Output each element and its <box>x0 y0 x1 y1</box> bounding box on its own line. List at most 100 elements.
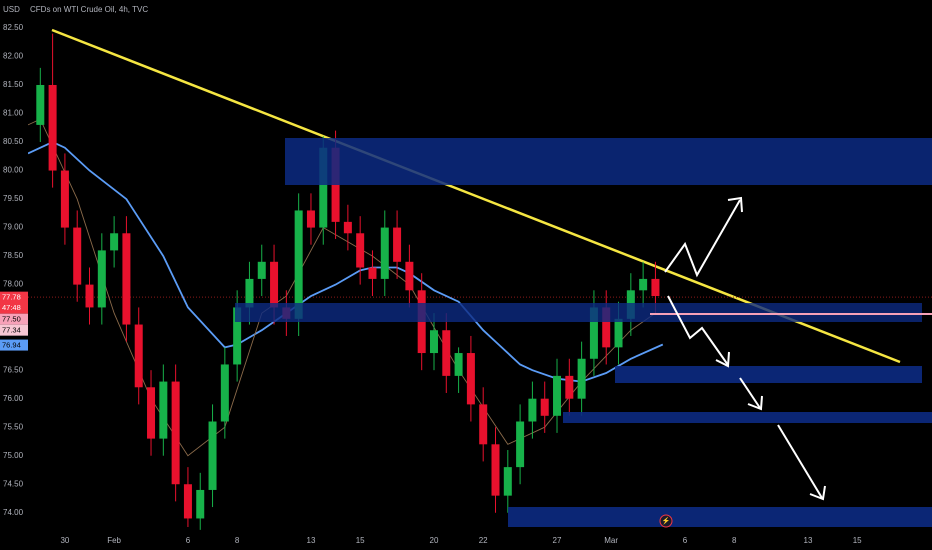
x-tick-label: 8 <box>235 536 240 545</box>
support-zone <box>563 412 932 423</box>
chart-title: CFDs on WTI Crude Oil, 4h, TVC <box>30 5 148 14</box>
candle-body <box>454 353 463 376</box>
candles <box>36 33 660 530</box>
candle-body <box>159 381 168 439</box>
candle-body <box>540 398 549 416</box>
x-tick-label: 8 <box>732 536 737 545</box>
candle-body <box>147 387 156 439</box>
candle-body <box>220 364 229 422</box>
candle-body <box>589 307 598 359</box>
candle-body <box>36 84 45 125</box>
y-tick-label: 80.50 <box>3 137 24 146</box>
support-zone <box>508 507 932 527</box>
candle-body <box>614 318 623 348</box>
x-tick-label: Mar <box>604 536 618 545</box>
down-arrow <box>777 424 823 499</box>
candle-body <box>368 267 377 279</box>
candle-body <box>528 398 537 422</box>
candle-body <box>122 233 131 325</box>
y-tick-label: 82.00 <box>3 52 24 61</box>
y-tick-label: 80.00 <box>3 166 24 175</box>
candle-body <box>85 284 94 308</box>
price-label-box <box>0 313 28 325</box>
price-label: 76.94 <box>2 340 21 349</box>
price-label: 77.34 <box>2 325 21 334</box>
currency: USD <box>3 5 20 14</box>
x-tick-label: 27 <box>553 536 562 545</box>
candle-body <box>60 170 69 228</box>
y-tick-label: 79.50 <box>3 194 24 203</box>
candle-body <box>491 444 500 496</box>
candle-body <box>651 278 660 297</box>
y-tick-label: 75.50 <box>3 422 24 431</box>
price-label-box <box>0 324 28 336</box>
x-tick-label: Feb <box>107 536 121 545</box>
candle-body <box>442 330 451 376</box>
candle-body <box>565 375 574 399</box>
price-label-box <box>0 339 28 351</box>
candle-body <box>343 221 352 234</box>
arrow-head <box>727 196 743 213</box>
candle-body <box>429 330 438 354</box>
x-tick-label: 22 <box>479 536 488 545</box>
arrow-head <box>747 395 763 411</box>
moving-average <box>27 118 656 457</box>
price-label-box <box>0 291 28 314</box>
candle-body <box>466 353 475 405</box>
event-icon <box>659 514 673 528</box>
x-tick-label: 20 <box>430 536 439 545</box>
support-zone <box>615 366 922 383</box>
candle-body <box>245 278 254 308</box>
y-tick-label: 74.50 <box>3 479 24 488</box>
y-tick-label: 76.50 <box>3 365 24 374</box>
candle-body <box>516 421 525 468</box>
down-arrow <box>667 295 729 366</box>
y-tick-label: 76.00 <box>3 394 24 403</box>
candle-body <box>73 227 82 285</box>
price-label: 77.50 <box>2 314 21 323</box>
arrow-head <box>809 485 826 501</box>
candle-body <box>479 404 488 445</box>
x-tick-label: 6 <box>683 536 688 545</box>
x-tick-label: 13 <box>804 536 813 545</box>
candle-body <box>171 381 180 485</box>
price-axis <box>0 0 28 550</box>
candle-body <box>48 84 57 171</box>
countdown: 47:48 <box>2 303 21 312</box>
x-tick-label: 6 <box>186 536 191 545</box>
x-tick-label: 30 <box>60 536 69 545</box>
moving-average <box>27 141 664 383</box>
candle-body <box>208 421 217 490</box>
y-tick-label: 81.00 <box>3 109 24 118</box>
candle-body <box>196 489 205 519</box>
arrow-head <box>715 351 730 368</box>
event-icon-glyph: ⚡ <box>662 516 671 525</box>
candle-body <box>553 375 562 416</box>
candle-body <box>97 250 106 308</box>
projection-arrows <box>664 196 826 501</box>
candle-body <box>110 233 119 251</box>
zones <box>235 138 932 527</box>
x-tick-label: 15 <box>356 536 365 545</box>
candle-body <box>356 233 365 268</box>
candle-body <box>294 210 303 319</box>
x-tick-label: 13 <box>307 536 316 545</box>
y-tick-label: 78.50 <box>3 251 24 260</box>
resistance-zone <box>285 138 932 185</box>
y-tick-label: 81.50 <box>3 80 24 89</box>
y-tick-label: 82.50 <box>3 23 24 32</box>
candle-body <box>393 227 402 262</box>
candle-body <box>602 307 611 348</box>
up-arrow <box>664 199 741 278</box>
support-zone <box>235 303 922 322</box>
y-tick-label: 75.00 <box>3 451 24 460</box>
y-tick-label: 79.00 <box>3 223 24 232</box>
candle-body <box>306 210 315 228</box>
candle-body <box>233 307 242 365</box>
candle-body <box>134 324 143 388</box>
candle-body <box>577 358 586 399</box>
candle-body <box>380 227 389 279</box>
